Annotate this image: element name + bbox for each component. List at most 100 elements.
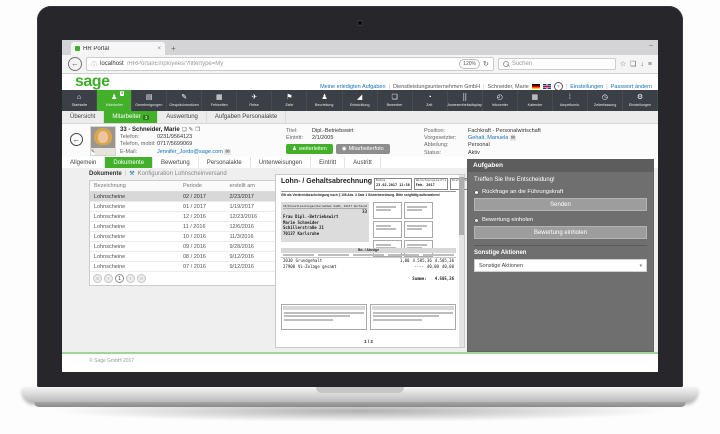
task-option-bewertung-einholen[interactable]: Bewertung einholen xyxy=(474,217,647,223)
senden-button[interactable]: Senden xyxy=(474,198,647,211)
header-link-meine-erledigten-aufgaben[interactable]: Meine erledigten Aufgaben xyxy=(320,83,386,90)
record-tab-unterweisungen[interactable]: Unterweisungen xyxy=(251,157,312,168)
browser-address-bar: ← ⓘ localhost /HRPortal/Employees/?filte… xyxy=(62,55,658,74)
nav-item-gesprächsnotizen[interactable]: ✎ Gesprächsnotizen xyxy=(167,90,203,111)
employee-photo[interactable]: ✎ xyxy=(90,126,116,156)
sub-tab-aufgaben-personalakte[interactable]: Aufgaben Personalakte xyxy=(207,111,287,123)
table-row[interactable]: Lohnscheine 02 / 2017 2/23/2017 xyxy=(90,192,276,202)
search-input[interactable]: Suchen xyxy=(497,58,616,70)
nav-item-ampelkonto[interactable]: ⁞ Ampelkonto xyxy=(553,90,588,111)
table-row[interactable]: Lohnscheine 08 / 2016 9/12/2016 xyxy=(90,252,276,262)
table-row[interactable]: Lohnscheine 07 / 2016 9/12/2016 xyxy=(90,262,276,272)
table-row[interactable]: Lohnscheine 01 / 2017 1/19/2017 xyxy=(90,202,276,212)
english-flag-icon[interactable] xyxy=(542,84,551,89)
record-tab-austritt[interactable]: Austritt xyxy=(345,157,381,168)
field-label: Vorgesetzter: xyxy=(424,135,457,142)
task-option-rückfrage-an-die-führungskraft[interactable]: Rückfrage an die Führungskraft xyxy=(474,189,647,195)
page-button-‹[interactable]: ‹ xyxy=(104,274,113,283)
mail-icon[interactable]: ✉ xyxy=(224,148,231,155)
page-button-›[interactable]: › xyxy=(126,274,135,283)
file-icon[interactable]: ❐ xyxy=(195,127,201,133)
table-row[interactable]: Lohnscheine 10 / 2016 11/3/2016 xyxy=(90,232,276,242)
sage-logo[interactable]: sage xyxy=(75,74,110,90)
doc-name: Lohnscheine xyxy=(94,243,126,250)
reload-icon[interactable]: ↻ xyxy=(482,61,489,68)
field-label: Eintritt: xyxy=(286,135,304,142)
record-tab-eintritt[interactable]: Eintritt xyxy=(311,157,346,168)
mitarbeiterfoto-button[interactable]: ◉ Mitarbeiterfoto xyxy=(335,144,390,155)
field-value: Personal xyxy=(468,142,490,149)
record-tab-allgemein[interactable]: Allgemein xyxy=(62,157,106,168)
back-to-list-button[interactable]: ← xyxy=(70,133,83,146)
employee-field-position-: Position: Fachkraft - Personalwirtschaft xyxy=(424,128,541,135)
edit-photo-icon[interactable]: ✎ xyxy=(91,149,96,155)
new-tab-button[interactable]: + xyxy=(171,44,176,53)
page-button-«[interactable]: « xyxy=(93,274,102,283)
approvals-icon: ▤ xyxy=(145,94,153,101)
downloads-icon[interactable]: ↓ xyxy=(640,60,644,68)
nav-item-infocenter[interactable]: ◴ Infocenter xyxy=(483,90,518,111)
close-tab-icon[interactable]: × xyxy=(157,45,161,52)
bewertung-einholen-button[interactable]: Bewertung einholen xyxy=(474,226,647,239)
viewer-scrollbar[interactable] xyxy=(459,175,464,347)
doc-created: 9/28/2016 xyxy=(229,243,254,250)
nav-item-mitarbeiter[interactable]: ♟ 3 Mitarbeiter xyxy=(97,90,133,111)
back-button[interactable]: ← xyxy=(68,57,82,71)
viewer-scrollbar-thumb[interactable] xyxy=(459,177,464,235)
field-value[interactable]: Gehalt, Manuela xyxy=(468,135,509,142)
nav-item-label: Fehlzeiten xyxy=(210,102,228,107)
absence-calendar-icon: ▦ xyxy=(215,94,223,101)
table-row[interactable]: Lohnscheine 11 / 2016 12/6/2016 xyxy=(90,222,276,232)
browser-tab[interactable]: HR Portal × xyxy=(71,42,165,55)
weiterleiten-button[interactable]: ♟ weiterleiten xyxy=(286,144,333,155)
nav-item-entwicklung[interactable]: ◢ Entwicklung xyxy=(343,90,378,111)
german-flag-icon[interactable] xyxy=(531,84,540,89)
mail-icon[interactable]: ✉ xyxy=(509,135,517,142)
other-actions-select[interactable]: Sonstige Aktionen ▾ xyxy=(474,259,647,272)
site-info-icon[interactable]: ⓘ xyxy=(91,62,98,69)
library-icon[interactable]: ❏ xyxy=(630,61,637,68)
page-button-1[interactable]: 1 xyxy=(115,274,124,283)
sub-tab-mitarbeiter[interactable]: Mitarbeiter 3 xyxy=(104,111,159,123)
radio-icon[interactable] xyxy=(474,189,479,195)
nav-item-beurteilung[interactable]: ♟ Beurteilung xyxy=(307,90,343,111)
table-row[interactable]: Lohnscheine 09 / 2016 9/28/2016 xyxy=(90,242,276,252)
edit-icon[interactable]: ✎ xyxy=(188,127,194,133)
nav-item-kalender[interactable]: ▦ Kalender xyxy=(518,90,553,111)
development-chart-icon: ◢ xyxy=(356,94,363,101)
nav-item-fehlzeiten[interactable]: ▦ Fehlzeiten xyxy=(202,90,238,111)
nav-item-genehmigungen[interactable]: ▤ Genehmigungen xyxy=(132,90,168,111)
radio-icon[interactable] xyxy=(474,217,479,223)
nav-item-zeit[interactable]: ◔ Zeit xyxy=(413,90,448,111)
record-tab-bewertung[interactable]: Bewertung xyxy=(153,157,199,168)
nav-item-startseite[interactable]: ⌂ Startseite xyxy=(62,90,98,111)
infocenter-icon: ◴ xyxy=(496,94,503,101)
nav-item-anwesenheitsdisplay[interactable]: ⣿ Anwesenheitsdisplay xyxy=(448,90,483,111)
sub-tab-übersicht[interactable]: Übersicht xyxy=(62,111,105,123)
employee-name: 33 - Schneider, Marie xyxy=(120,127,180,133)
menu-icon[interactable]: ≡ xyxy=(647,60,652,68)
minimize-icon[interactable]: – xyxy=(649,42,653,49)
header-link-passwort-ändern[interactable]: Passwort ändern xyxy=(610,83,652,90)
sub-tab-auswertung[interactable]: Auswertung xyxy=(158,111,207,123)
record-tab-personalakte[interactable]: Personalakte xyxy=(199,157,251,168)
zoom-level-badge[interactable]: 120% xyxy=(459,59,480,69)
field-value: 0717/5699069 xyxy=(157,141,193,148)
doc-period: 09 / 2016 xyxy=(183,243,206,250)
bookmark-star-icon[interactable]: ☆ xyxy=(619,61,627,68)
header-link-einstellungen[interactable]: Einstellungen xyxy=(570,83,604,90)
nav-item-reise[interactable]: ✈ Reise xyxy=(237,90,273,111)
table-row[interactable]: Lohnscheine 12 / 2016 12/23/2016 xyxy=(90,212,276,222)
nav-item-zeiterfassung[interactable]: ◷ Zeiterfassung xyxy=(588,90,623,111)
record-tab-dokumente[interactable]: Dokumente xyxy=(105,157,154,168)
field-value[interactable]: Jennifer_Jordo@sage.com xyxy=(157,148,223,155)
nav-item-bewerber[interactable]: ❏ Bewerber xyxy=(378,90,413,111)
page-button-»[interactable]: » xyxy=(137,274,146,283)
documents-toolbar: Dokumente | ⚒ Konfiguration Lohnscheinve… xyxy=(89,170,227,178)
config-payslip-link[interactable]: Konfiguration Lohnscheinversand xyxy=(137,170,227,177)
nav-item-einstellungen[interactable]: ⚙ Einstellungen xyxy=(623,90,658,111)
payslip-code: 27900 xyxy=(283,263,296,269)
document-icon[interactable]: ❏ xyxy=(181,127,187,133)
url-field[interactable]: ⓘ localhost /HRPortal/Employees/?filtert… xyxy=(86,57,494,71)
nav-item-ziele[interactable]: ⚑ Ziele xyxy=(272,90,308,111)
